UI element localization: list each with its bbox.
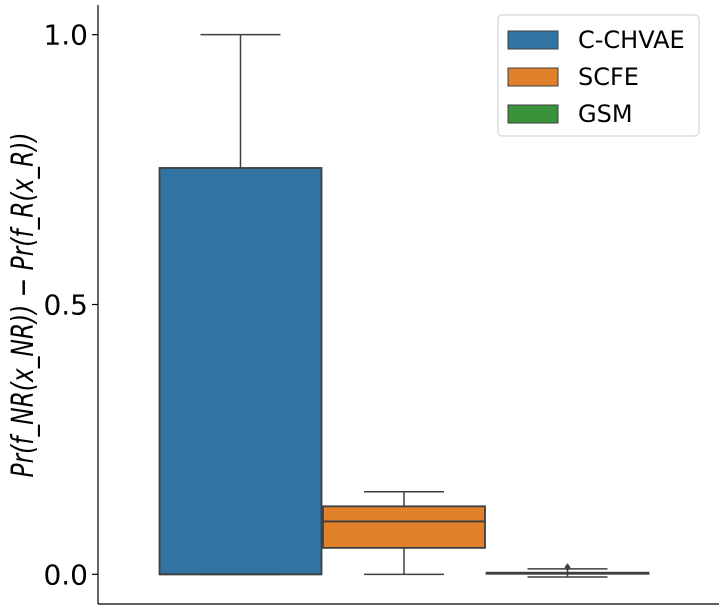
axes: 0.0 0.5 1.0 [43,5,719,605]
legend-label: SCFE [578,63,639,91]
y-axis-label-group: Pr(f_NR(x_NR)) − Pr(f_R(x_R)) [6,133,41,478]
y-axis-label: Pr(f_NR(x_NR)) − Pr(f_R(x_R)) [6,133,41,478]
y-tick-label: 0.0 [43,558,88,591]
boxes [158,33,650,578]
legend-swatch [507,30,559,50]
y-tick-label: 0.5 [43,289,88,322]
legend-swatch [507,104,559,124]
outlier-point [564,563,571,572]
box-scfe [322,491,486,576]
box-iqr [322,505,486,549]
legend-label: GSM [578,100,633,128]
legend-swatch [507,67,559,87]
legend: C-CHVAE SCFE GSM [497,14,700,137]
legend-label: C-CHVAE [578,26,685,54]
box-gsm [485,563,650,578]
y-tick-label: 1.0 [43,19,88,52]
box-iqr [158,167,323,576]
box-c-chvae [158,33,323,576]
